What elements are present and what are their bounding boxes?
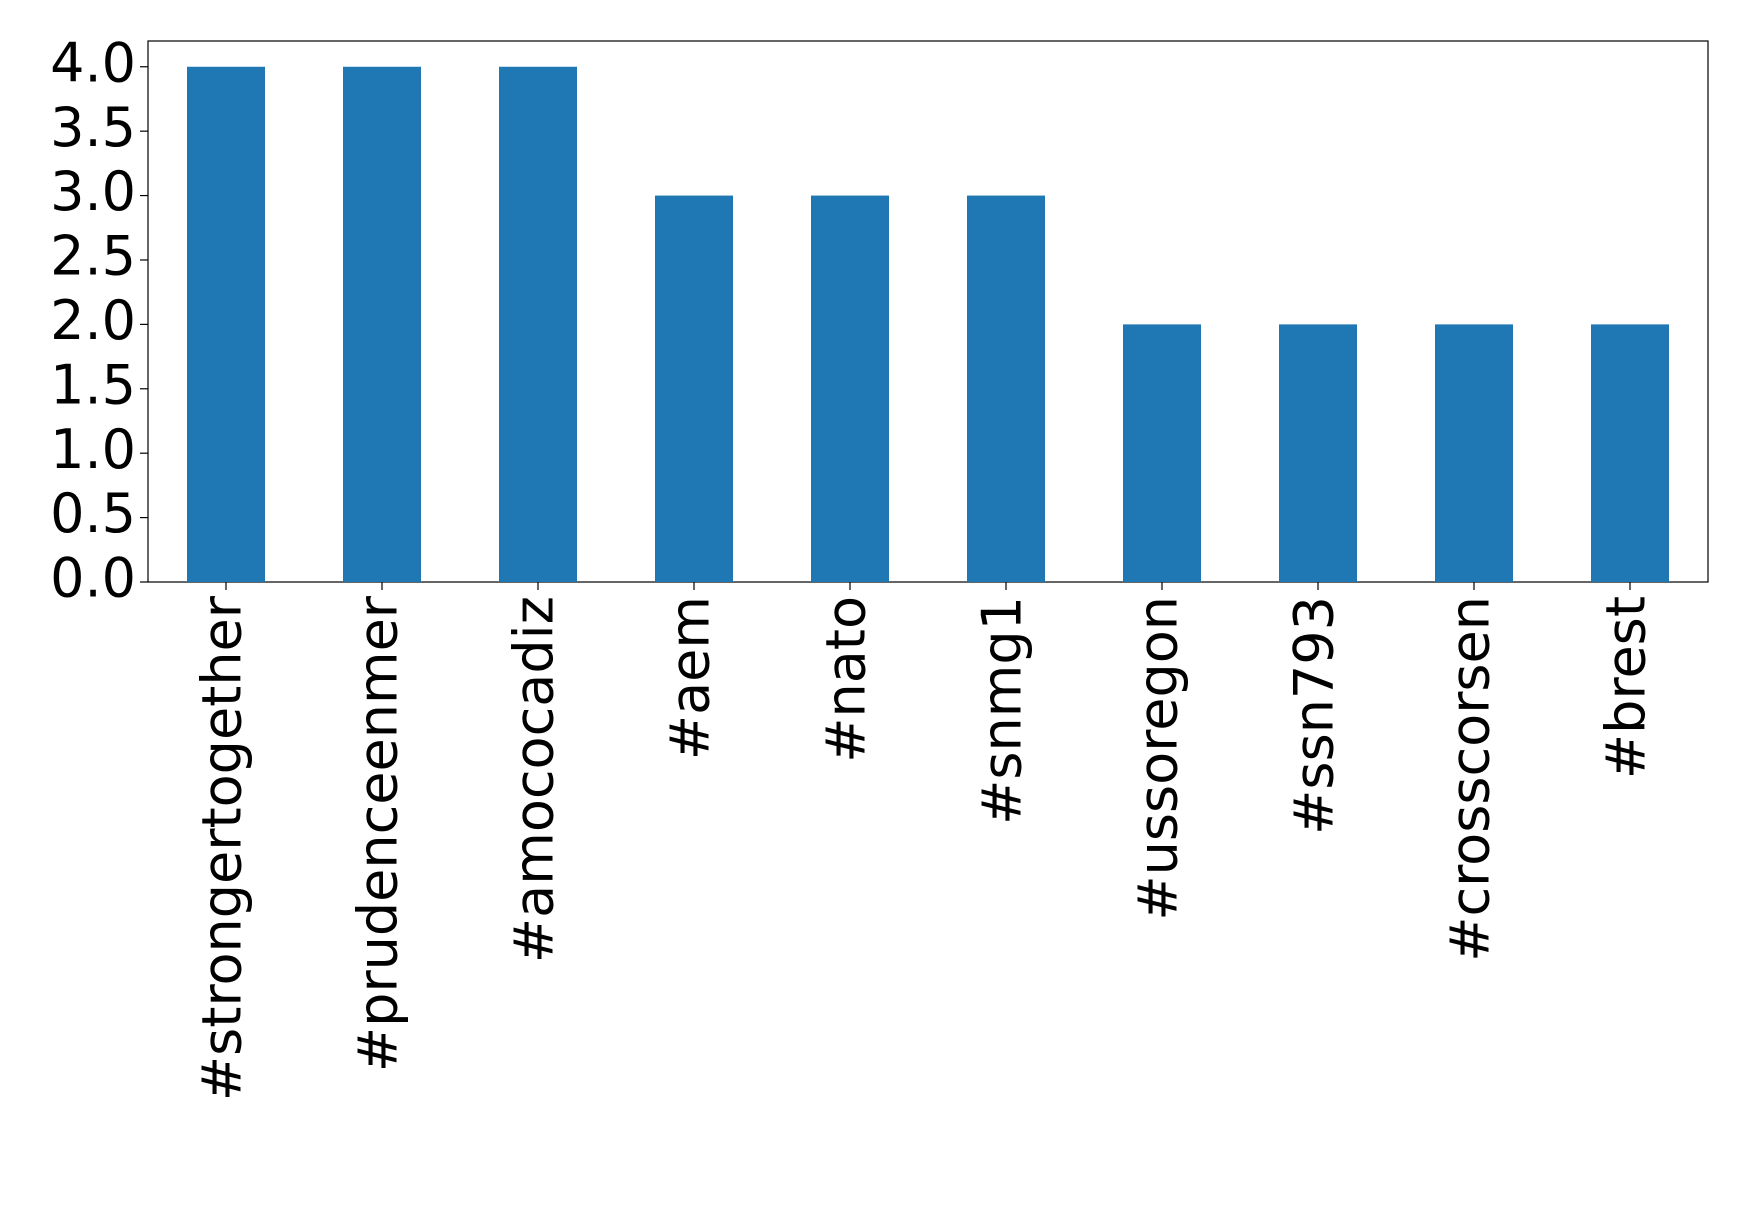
y-tick-label: 1.0 bbox=[50, 418, 136, 481]
bar bbox=[343, 66, 421, 582]
bar bbox=[1435, 324, 1513, 582]
x-tick-label: #ssn793 bbox=[1283, 596, 1346, 835]
x-tick-label: #strongertogether bbox=[191, 595, 254, 1101]
y-tick-label: 2.5 bbox=[50, 225, 136, 288]
y-tick-label: 0.0 bbox=[50, 547, 136, 610]
x-tick-label: #ussoregon bbox=[1127, 596, 1190, 921]
x-tick-label: #brest bbox=[1595, 596, 1658, 779]
bar bbox=[1591, 324, 1669, 582]
x-tick-label: #amococadiz bbox=[503, 596, 566, 963]
y-tick-label: 1.5 bbox=[50, 353, 136, 416]
x-tick-label: #snmg1 bbox=[971, 596, 1034, 825]
y-tick-label: 3.5 bbox=[50, 96, 136, 159]
y-tick-label: 3.0 bbox=[50, 160, 136, 223]
x-tick-label: #crosscorsen bbox=[1439, 596, 1502, 962]
bar bbox=[811, 195, 889, 583]
x-tick-label: #prudenceenmer bbox=[347, 595, 410, 1072]
y-tick-label: 2.0 bbox=[50, 289, 136, 352]
x-tick-label: #nato bbox=[815, 596, 878, 763]
bar bbox=[1279, 324, 1357, 582]
x-tick-label: #aem bbox=[659, 596, 722, 760]
y-tick-label: 0.5 bbox=[50, 482, 136, 545]
bar bbox=[655, 195, 733, 583]
bar bbox=[187, 66, 265, 582]
bar bbox=[967, 195, 1045, 583]
y-tick-label: 4.0 bbox=[50, 31, 136, 94]
plot-frame bbox=[147, 40, 1709, 583]
bar bbox=[1123, 324, 1201, 582]
bar bbox=[499, 66, 577, 582]
